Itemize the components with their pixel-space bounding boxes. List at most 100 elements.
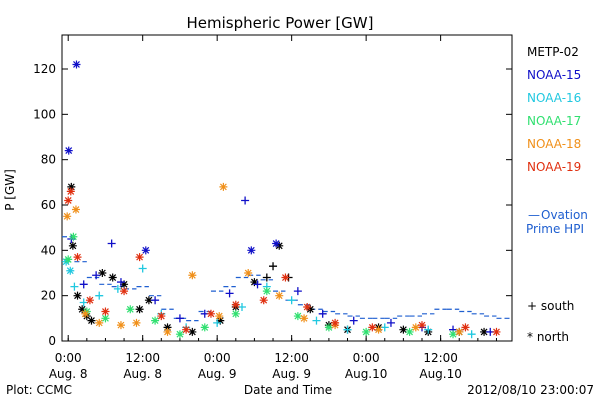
south-point [241,196,250,205]
legend-series-label: NOAA-19 [527,160,581,174]
north-point [101,314,110,323]
north-point [215,312,224,321]
y-tick-label: 120 [33,62,56,76]
north-point [151,316,160,325]
plot-credit: Plot: CCMC [6,383,72,397]
north-point [63,212,72,221]
north-point [81,309,90,318]
north-point [73,253,82,262]
x-tick-label-date: Aug. 8 [49,367,88,381]
x-tick-label-time: 12:00 [274,351,309,365]
south-point [213,318,222,327]
south-point [293,287,302,296]
north-point [64,255,73,264]
south-point [262,273,271,282]
north-point [66,187,75,196]
south-point [269,262,278,271]
x-tick-label-time: 0:00 [353,351,380,365]
x-tick-label-time: 0:00 [55,351,82,365]
x-tick-label-time: 0:00 [204,351,231,365]
north-point [135,305,144,314]
north-point [98,269,107,277]
south-point [343,325,352,334]
north-point [303,303,312,311]
x-tick-label-date: Aug. 8 [123,367,162,381]
north-point [216,316,225,325]
north-point [374,325,383,334]
north-point [87,316,96,325]
north-point [480,327,489,336]
north-point [300,314,309,323]
south-point [386,318,395,327]
north-point [144,296,153,305]
north-point [188,271,197,280]
data-points [62,60,501,339]
south-point [116,278,125,287]
chart-title: Hemispheric Power [GW] [187,14,374,32]
north-point [95,318,104,327]
north-point [64,146,73,155]
north-point [461,323,470,332]
north-point [68,241,77,250]
x-axis: 0:00 Aug. 8 12:00 Aug. 8 0:00 Aug. 9 12:00 Aug.… [49,35,497,381]
north-point [262,287,271,296]
legend-series-label: NOAA-17 [527,114,581,128]
south-point [349,316,358,325]
north-point [120,287,129,296]
legend-marker-south: + south [527,299,574,313]
north-point [200,323,209,332]
x-axis-label: Date and Time [244,383,332,397]
y-tick-label: 60 [41,198,56,212]
north-point [132,318,141,327]
south-point [287,296,296,305]
north-point [188,327,197,336]
north-point [163,323,172,332]
north-point [64,196,73,205]
south-point [253,280,262,289]
legend: METP-02 NOAA-15 NOAA-16 NOAA-17 NOAA-18 NOAA-… [527,45,581,344]
south-point [380,323,389,332]
y-axis: 0 20 40 60 80 100 120 [33,62,512,348]
north-point [163,327,172,336]
north-point [281,273,290,282]
south-point [151,296,160,305]
x-tick-label-date: Aug.10 [345,367,388,381]
north-point [275,291,284,300]
south-point [79,280,88,289]
north-point [120,280,129,289]
y-tick-label: 20 [41,289,56,303]
north-point [250,278,259,287]
north-point [72,60,81,69]
north-point [69,232,78,241]
plot-timestamp: 2012/08/10 23:00:07 [467,383,594,397]
south-point [92,271,101,280]
north-point [141,246,150,255]
north-point [259,296,268,305]
x-tick-label-date: Aug. 9 [272,367,311,381]
south-point [113,284,122,293]
north-point [231,300,240,309]
north-point [182,325,191,334]
legend-marker-north: * north [527,330,569,344]
north-point [362,327,371,336]
north-point [67,182,76,191]
north-point [368,323,377,332]
south-point [70,282,79,291]
north-point [71,205,80,214]
legend-series-label: NOAA-18 [527,137,581,151]
y-tick-label: 0 [48,334,56,348]
x-tick-label-date: Aug.10 [419,367,462,381]
north-point [73,291,82,300]
north-point [324,323,333,332]
x-tick-label-time: 12:00 [423,351,458,365]
south-point [424,325,433,334]
south-point [107,239,116,248]
south-point [175,314,184,323]
north-point [135,253,144,262]
ovation-legend-label-2: Prime HPI [526,222,584,236]
north-point [175,330,184,339]
south-point [138,264,147,273]
north-point [219,182,228,191]
north-point [331,318,340,327]
